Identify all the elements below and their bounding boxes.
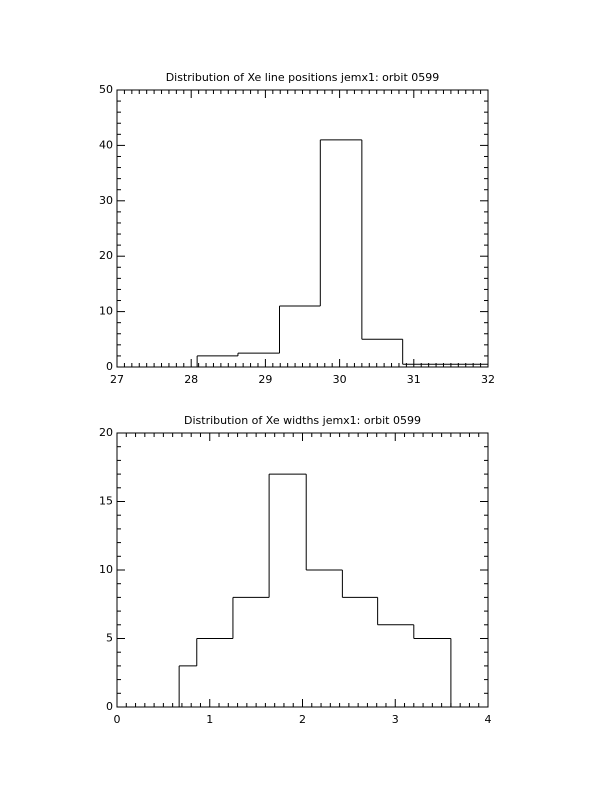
x-tick-label: 2: [299, 713, 306, 726]
x-tick-label: 31: [407, 373, 421, 386]
y-tick-label: 40: [99, 138, 113, 151]
x-tick-label: 1: [206, 713, 213, 726]
x-tick-label: 28: [184, 373, 198, 386]
x-tick-label: 29: [258, 373, 272, 386]
x-tick-label: 0: [114, 713, 121, 726]
y-tick-label: 15: [99, 495, 113, 508]
y-tick-label: 0: [106, 360, 113, 373]
y-tick-label: 50: [99, 83, 113, 96]
x-tick-label: 4: [485, 713, 492, 726]
chart-title: Distribution of Xe line positions jemx1:…: [166, 71, 440, 84]
x-tick-label: 30: [333, 373, 347, 386]
y-tick-label: 10: [99, 563, 113, 576]
x-tick-label: 32: [481, 373, 495, 386]
y-tick-label: 20: [99, 249, 113, 262]
y-tick-label: 5: [106, 632, 113, 645]
y-tick-label: 30: [99, 194, 113, 207]
y-tick-label: 10: [99, 305, 113, 318]
x-tick-label: 3: [392, 713, 399, 726]
x-tick-label: 27: [110, 373, 124, 386]
chart-title: Distribution of Xe widths jemx1: orbit 0…: [184, 414, 421, 427]
y-tick-label: 0: [106, 700, 113, 713]
plot-frame: [116, 89, 489, 368]
y-tick-label: 20: [99, 426, 113, 439]
